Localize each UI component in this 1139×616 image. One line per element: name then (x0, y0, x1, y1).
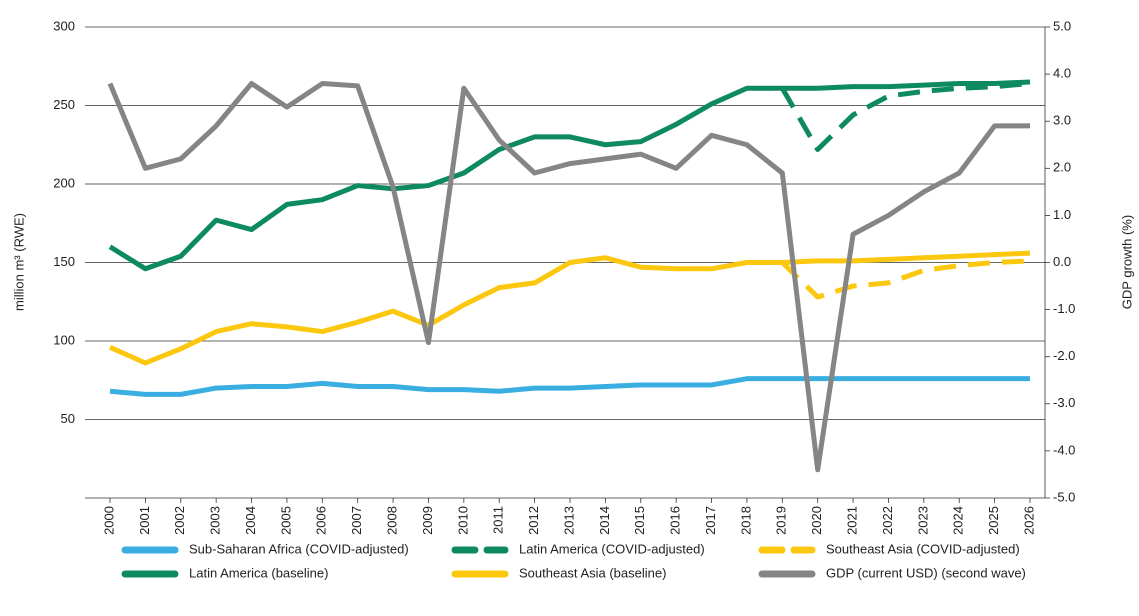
x-tick-label: 2021 (845, 506, 860, 535)
x-tick-label: 2017 (703, 506, 718, 535)
x-tick-label: 2015 (632, 506, 647, 535)
series-line (109, 376, 1030, 397)
x-tick-label: 2000 (101, 506, 116, 535)
x-tick-label: 2016 (668, 506, 683, 535)
x-tick-label: 2018 (738, 506, 753, 535)
legend-label: Sub-Saharan Africa (COVID-adjusted) (189, 541, 409, 556)
y2-tick-label: -2.0 (1053, 348, 1075, 363)
x-tick-label: 2023 (915, 506, 930, 535)
y2-tick-label: 3.0 (1053, 113, 1071, 128)
y2-tick-label: 5.0 (1053, 18, 1071, 33)
y2-tick-label: 0.0 (1053, 254, 1071, 269)
y-axis-label: million m³ (RWE) (11, 213, 26, 311)
x-tick-label: 2024 (951, 506, 966, 535)
y-tick-label: 150 (53, 254, 75, 269)
x-tick-label: 2001 (137, 506, 152, 535)
x-tick-label: 2006 (314, 506, 329, 535)
legend-label: Southeast Asia (COVID-adjusted) (826, 541, 1020, 556)
x-tick-label: 2019 (774, 506, 789, 535)
y2-tick-label: 4.0 (1053, 66, 1071, 81)
x-tick-label: 2011 (491, 506, 506, 534)
series-line (780, 258, 1031, 300)
legend-label: Latin America (baseline) (189, 565, 328, 580)
y-tick-label: 250 (53, 97, 75, 112)
legend-label: Latin America (COVID-adjusted) (519, 541, 705, 556)
x-tick-label: 2025 (986, 506, 1001, 535)
x-tick-label: 2012 (526, 506, 541, 535)
x-tick-label: 2026 (1021, 506, 1036, 535)
legend-label: GDP (current USD) (second wave) (826, 565, 1026, 580)
x-tick-label: 2020 (809, 506, 824, 535)
y2-tick-label: 1.0 (1053, 207, 1071, 222)
x-tick-label: 2013 (561, 506, 576, 535)
y2-axis-label: GDP growth (%) (1119, 215, 1134, 309)
x-tick-label: 2010 (455, 506, 470, 535)
y2-tick-label: -1.0 (1053, 301, 1075, 316)
y-tick-label: 300 (53, 18, 75, 33)
x-tick-label: 2022 (880, 506, 895, 535)
series-line (107, 81, 1030, 473)
x-tick-label: 2008 (385, 506, 400, 535)
series-line (108, 79, 1031, 272)
x-tick-label: 2002 (172, 506, 187, 535)
legend-label: Southeast Asia (baseline) (519, 565, 666, 580)
x-tick-label: 2007 (349, 506, 364, 535)
series-line (780, 81, 1031, 152)
x-tick-label: 2014 (597, 506, 612, 535)
x-tick-label: 2004 (243, 506, 258, 535)
y-tick-label: 200 (53, 175, 75, 190)
y-tick-label: 50 (61, 411, 75, 426)
y2-tick-label: -4.0 (1053, 442, 1075, 457)
y2-tick-label: -3.0 (1053, 395, 1075, 410)
series-line (108, 250, 1031, 366)
x-tick-label: 2005 (278, 506, 293, 535)
x-tick-label: 2003 (208, 506, 223, 535)
y2-tick-label: 2.0 (1053, 160, 1071, 175)
y-tick-label: 100 (53, 332, 75, 347)
x-tick-label: 2009 (420, 506, 435, 535)
y2-tick-label: -5.0 (1053, 489, 1075, 504)
